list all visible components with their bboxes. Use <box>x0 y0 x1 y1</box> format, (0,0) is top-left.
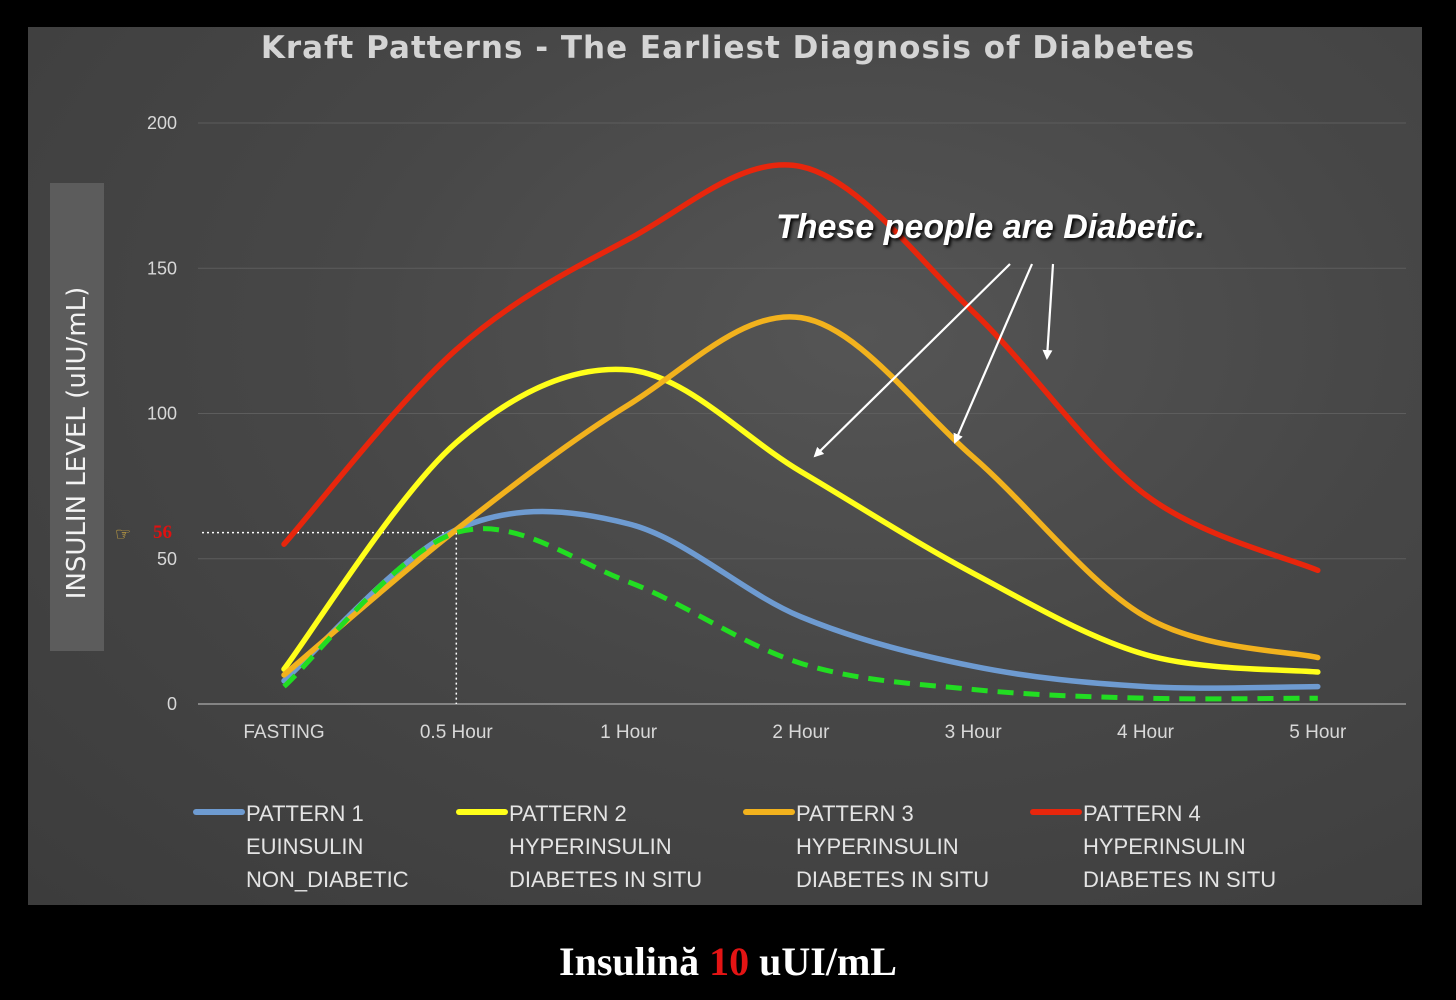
legend-series-name: PATTERN 1 <box>246 801 364 826</box>
series-line-pattern-3 <box>281 314 1321 678</box>
caption: Insulină 10 uUI/mL <box>0 938 1456 985</box>
chart-title: Kraft Patterns - The Earliest Diagnosis … <box>260 30 1196 66</box>
y-tick-label: 50 <box>157 549 177 569</box>
caption-value: 10 <box>709 939 750 984</box>
y-axis-label-box <box>50 183 104 651</box>
legend-swatch <box>193 809 245 815</box>
legend-line-2: HYPERINSULIN <box>509 834 672 859</box>
legend-line-3: DIABETES IN SITU <box>1083 867 1277 892</box>
legend-series-name: PATTERN 4 <box>1083 801 1201 826</box>
x-tick-label: 5 Hour <box>1289 722 1347 743</box>
x-tick-label: 2 Hour <box>772 722 830 743</box>
legend-line-3: DIABETES IN SITU <box>509 867 703 892</box>
series-line-pattern-2 <box>281 366 1321 675</box>
annotation-arrow <box>813 263 1011 458</box>
legend-swatch <box>743 809 795 815</box>
caption-unit: uUI/mL <box>759 939 897 984</box>
annotation-arrow <box>1042 263 1055 360</box>
legend-series-name: PATTERN 2 <box>509 801 627 826</box>
annotation-arrow <box>953 263 1034 444</box>
x-tick-label: FASTING <box>243 722 324 743</box>
legend-line-2: HYPERINSULIN <box>796 834 959 859</box>
legend-line-2: HYPERINSULIN <box>1083 834 1246 859</box>
overlay-dashed-line <box>282 526 1318 702</box>
legend-swatch <box>456 809 508 815</box>
legend-line-2: EUINSULIN <box>246 834 364 859</box>
y-tick-label: 0 <box>167 694 177 714</box>
legend-line-3: DIABETES IN SITU <box>796 867 990 892</box>
y-tick-label: 200 <box>147 113 177 133</box>
series-line-pattern-4 <box>281 162 1321 574</box>
legend-series-name: PATTERN 3 <box>796 801 914 826</box>
x-tick-label: 4 Hour <box>1117 722 1175 743</box>
legend-line-3: NON_DIABETIC <box>246 867 409 892</box>
pointing-hand-icon: ☞ <box>115 524 132 545</box>
legend-swatch <box>1030 809 1082 815</box>
x-tick-label: 1 Hour <box>600 722 658 743</box>
chart-panel <box>28 27 1422 905</box>
diabetic-annotation: These people are Diabetic. <box>776 208 1205 246</box>
x-tick-label: 3 Hour <box>945 722 1003 743</box>
reference-value-label: 56 <box>153 522 172 543</box>
y-tick-label: 150 <box>147 258 177 278</box>
y-tick-label: 100 <box>147 404 177 424</box>
x-tick-label: 0.5 Hour <box>420 722 494 743</box>
caption-prefix: Insulină <box>559 939 700 984</box>
